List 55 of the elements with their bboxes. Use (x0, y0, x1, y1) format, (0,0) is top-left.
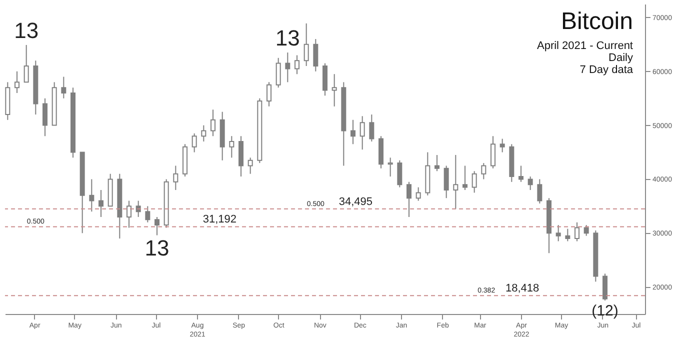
annotation: (12) (592, 302, 618, 320)
candlestick (574, 222, 580, 242)
candlestick (556, 224, 561, 242)
candlestick (61, 76, 66, 99)
annotation: 13 (14, 18, 39, 43)
candlestick (294, 54, 300, 75)
annotation: 31,192 (202, 214, 236, 226)
candlestick (584, 224, 589, 236)
candlestick (201, 124, 206, 142)
candlestick (518, 165, 524, 182)
candlestick (528, 176, 533, 190)
candlestick (444, 165, 449, 199)
candlestick (472, 170, 477, 194)
candlestick (173, 165, 178, 190)
candlestick (565, 228, 570, 242)
candlestick (136, 200, 141, 218)
candlestick (416, 186, 421, 202)
candlestick (434, 154, 440, 172)
candlestick (98, 190, 104, 218)
candlestick (210, 109, 216, 137)
candlestick (248, 157, 253, 174)
candlestick (537, 178, 542, 204)
candlestick (490, 136, 496, 169)
annotation: 13 (144, 235, 170, 260)
annotation: 18,418 (506, 282, 540, 295)
candlestick (89, 178, 94, 212)
candlestick (229, 136, 234, 158)
text: April 2021 - Current Daily 7 Day data (537, 40, 634, 76)
candlestick (192, 132, 197, 153)
candlestick (602, 273, 608, 302)
candlestick (406, 181, 412, 218)
candlestick (266, 82, 272, 107)
candlestick (397, 160, 402, 188)
candlestick (332, 74, 337, 107)
candlestick (285, 52, 290, 83)
candlestick (42, 98, 48, 137)
candlestick (481, 162, 486, 180)
candlestick (369, 114, 374, 142)
annotation: 34,495 (338, 196, 372, 208)
candlestick (24, 44, 29, 83)
candlestick (154, 216, 160, 236)
candlestick (14, 70, 20, 94)
candlestick (453, 154, 458, 210)
candlestick (350, 119, 356, 145)
chart-title: Bitcoin (560, 8, 633, 35)
candlestick (304, 22, 309, 66)
annotation: 13 (275, 26, 300, 51)
candlestick (462, 165, 468, 190)
candlestick (388, 157, 393, 178)
candlestick (500, 138, 505, 153)
candlestick (360, 116, 365, 150)
candlestick (276, 57, 281, 88)
candlestick (145, 206, 150, 223)
candlestick (313, 38, 318, 72)
candlestick (126, 200, 132, 228)
